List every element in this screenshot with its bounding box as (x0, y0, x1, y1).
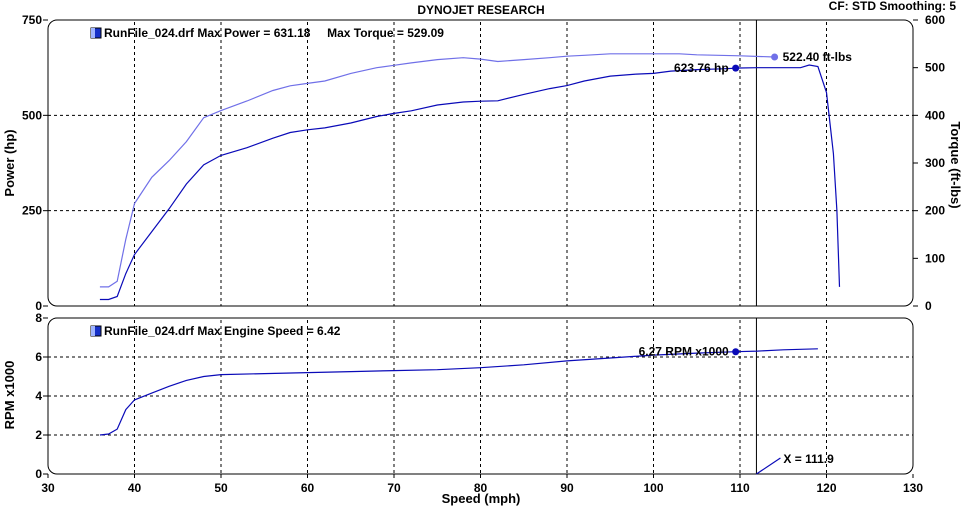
x-tick-label: 90 (560, 481, 574, 495)
power-axis-label: Power (hp) (2, 129, 17, 196)
legend: RunFile_024.drf Max Power = 631.18 Max T… (90, 26, 444, 40)
chart-title: DYNOJET RESEARCH (417, 3, 544, 17)
legend-label: RunFile_024.drf Max Power = 631.18 Max T… (104, 26, 444, 40)
y-tick-label: 2 (35, 428, 42, 442)
y-tick-label: 0 (35, 299, 42, 313)
x-tick-label: 50 (214, 481, 228, 495)
x-tick-label: 100 (643, 481, 663, 495)
x-tick-label: 80 (474, 481, 488, 495)
x-tick-label: 30 (41, 481, 55, 495)
x-tick-label: 70 (387, 481, 401, 495)
rpm-axis-label: RPM x1000 (2, 361, 17, 430)
legend-swatch-highlight (91, 326, 95, 336)
y-tick-label: 500 (22, 108, 42, 122)
y-right-tick-label: 600 (925, 13, 945, 27)
cursor-x-label: X = 111.9 (783, 452, 834, 466)
series-line-torque (99, 53, 775, 288)
speed-axis-label: Speed (mph) (442, 491, 521, 506)
correction-factor-label: CF: STD Smoothing: 5 (829, 0, 957, 13)
y-right-tick-label: 100 (925, 251, 945, 265)
annotation-marker (732, 348, 740, 356)
x-tick-label: 40 (128, 481, 142, 495)
y-right-tick-label: 500 (925, 61, 945, 75)
y-tick-label: 0 (35, 467, 42, 481)
x-tick-label: 120 (816, 481, 836, 495)
annotation-marker (771, 53, 779, 61)
y-tick-label: 8 (35, 311, 42, 325)
bottom-panel: 0 2 4 6 8 30 40 50 60 70 80 90 100 110 120 130 RunFile_0… (35, 311, 923, 495)
legend: RunFile_024.drf Max Engine Speed = 6.42 (90, 324, 341, 338)
annotation-label: 522.40 ft-lbs (783, 50, 853, 64)
top-panel: 0 250 500 750 0 100 200 300 400 500 600 RunFile_024… (22, 13, 945, 313)
y-right-tick-label: 200 (925, 204, 945, 218)
annotation-label: 6.27 RPM x1000 (639, 345, 729, 359)
torque-axis-label: Torque (ft-lbs) (948, 121, 963, 208)
y-tick-label: 750 (22, 13, 42, 27)
y-right-tick-label: 0 (925, 299, 932, 313)
x-tick-label: 130 (903, 481, 923, 495)
annotation-marker (732, 64, 740, 72)
annotation-label: 623.76 hp (674, 61, 729, 75)
cursor-label-leader (756, 457, 781, 475)
y-tick-label: 6 (35, 350, 42, 364)
y-tick-label: 4 (35, 389, 42, 403)
x-tick-label: 110 (730, 481, 750, 495)
series-line-power (99, 64, 841, 301)
y-right-tick-label: 300 (925, 156, 945, 170)
legend-swatch-highlight (91, 28, 95, 38)
series-line-rpm (99, 348, 818, 436)
y-right-tick-label: 400 (925, 108, 945, 122)
y-tick-label: 250 (22, 204, 42, 218)
x-tick-label: 60 (301, 481, 315, 495)
legend-label: RunFile_024.drf Max Engine Speed = 6.42 (104, 324, 341, 338)
